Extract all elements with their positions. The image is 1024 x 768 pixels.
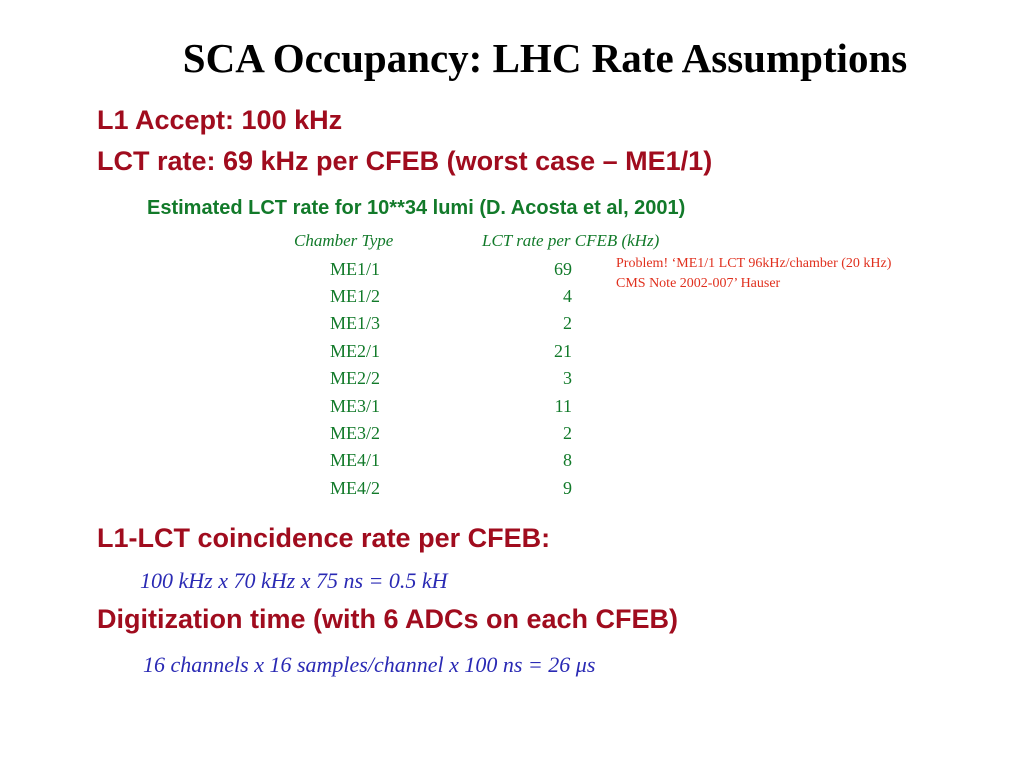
chamber-type-cell: ME1/3 (330, 313, 381, 333)
lct-rate-cell: 3 (563, 368, 572, 388)
lct-rate-cell: 69 (554, 259, 572, 279)
digitization-heading: Digitization time (with 6 ADCs on each C… (97, 604, 679, 634)
slide-title: SCA Occupancy: LHC Rate Assumptions (182, 35, 908, 81)
table-row: ME3/1 11 (0, 396, 1024, 423)
chamber-type-cell: ME3/1 (330, 396, 381, 416)
table-row: ME4/1 8 (0, 450, 1024, 477)
problem-note-line1: Problem! ‘ME1/1 LCT 96kHz/chamber (20 kH… (616, 256, 892, 271)
table-row: ME1/2 4 (0, 286, 1024, 313)
lct-rate-cell: 21 (554, 341, 572, 361)
table-header-chamber-type: Chamber Type (294, 231, 394, 250)
digitization-formula-unit: μs (575, 652, 596, 677)
table-row: ME2/2 3 (0, 368, 1024, 395)
l1-accept-heading: L1 Accept: 100 kHz (97, 105, 343, 135)
table-row: ME3/2 2 (0, 423, 1024, 450)
lct-rate-cell: 11 (554, 396, 572, 416)
lct-rate-heading: LCT rate: 69 kHz per CFEB (worst case – … (97, 146, 713, 176)
lct-rate-cell: 2 (563, 423, 572, 443)
lct-rate-cell: 8 (563, 450, 572, 470)
coincidence-formula: 100 kHz x 70 kHz x 75 ns = 0.5 kH (140, 568, 448, 593)
chamber-type-cell: ME2/2 (330, 368, 381, 388)
chamber-type-cell: ME4/2 (330, 478, 381, 498)
digitization-formula-main: 16 channels x 16 samples/channel x 100 n… (143, 652, 576, 677)
digitization-formula: 16 channels x 16 samples/channel x 100 n… (143, 652, 595, 678)
table-row: ME1/3 2 (0, 313, 1024, 340)
lct-rate-cell: 4 (563, 286, 572, 306)
chamber-type-cell: ME1/2 (330, 286, 381, 306)
chamber-type-cell: ME1/1 (330, 259, 381, 279)
chamber-type-cell: ME2/1 (330, 341, 381, 361)
problem-note-line2: CMS Note 2002-007’ Hauser (616, 276, 781, 291)
estimate-note: Estimated LCT rate for 10**34 lumi (D. A… (147, 197, 686, 219)
lct-rate-cell: 2 (563, 313, 572, 333)
lct-rate-cell: 9 (563, 478, 572, 498)
chamber-type-cell: ME4/1 (330, 450, 381, 470)
chamber-type-cell: ME3/2 (330, 423, 381, 443)
table-header-lct-rate: LCT rate per CFEB (kHz) (482, 231, 660, 250)
table-row: ME1/1 69 (0, 259, 1024, 286)
table-row: ME2/1 21 (0, 341, 1024, 368)
coincidence-heading: L1-LCT coincidence rate per CFEB: (97, 523, 551, 553)
table-row: ME4/2 9 (0, 478, 1024, 505)
